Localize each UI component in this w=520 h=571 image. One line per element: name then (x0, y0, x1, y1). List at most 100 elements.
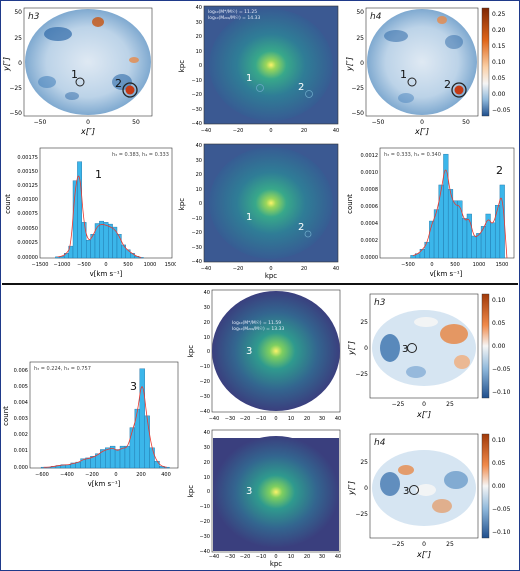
map-h4-ytick: −25 (351, 85, 364, 92)
density-4-xtick: 0 (274, 554, 277, 560)
hist-2-bar (490, 222, 496, 259)
map-h4-xtick: 50 (462, 119, 470, 126)
density-2-ytick: −10 (191, 216, 202, 222)
hist-3-bar (129, 427, 136, 469)
hist-1-bar (85, 239, 91, 259)
hist-3-ytick: 0.003 (14, 416, 28, 422)
density-3-xtick: 10 (288, 416, 294, 422)
map-h3-panel: 1 2 h3 50 25 0 −25 −50 −50 0 50 x[″] y[″… (2, 7, 153, 136)
hist-2-ytick: 0.0008 (361, 187, 379, 193)
hist-2-yticks: 0.0012 0.0010 0.0008 0.0006 0.0004 0.000… (361, 153, 379, 261)
hist-1-ytick: 0.00150 (17, 169, 38, 175)
map-h3b-cbar-tick: −0.05 (492, 366, 511, 373)
hist-1-ytick: 0.00175 (17, 155, 38, 161)
map-h3-ytick: 50 (14, 9, 22, 16)
map-h3-xtick: −50 (34, 119, 47, 126)
density-1-xtick: 20 (301, 128, 307, 134)
density-2-ytick: −40 (191, 259, 202, 265)
density-2-xtick: −40 (201, 266, 212, 272)
map-h4-yticks: 50 25 0 −25 −50 (351, 9, 364, 117)
hist-1-bar (138, 257, 144, 259)
map-h4-panel: 1 2 h4 0.25 0.20 0.15 0.10 0.05 0.00 −0.… (346, 7, 511, 136)
density-3-marker: 3 (246, 346, 252, 357)
hist-2-bar (424, 241, 430, 259)
map-h3-markers: 1 2 (71, 68, 138, 98)
hist-1-ytick: 0.00025 (17, 240, 38, 246)
hist-3-ytick: 0.002 (14, 432, 28, 438)
density-4-xtick: 40 (335, 554, 341, 560)
map-h4-ytick: 25 (356, 35, 364, 42)
hist-2-number: 2 (496, 164, 503, 177)
map-h3b-xtick: 25 (446, 401, 454, 408)
density-4-xtick: 10 (288, 554, 294, 560)
density-4-ytick: 10 (204, 475, 210, 481)
hist-1-xtick: −500 (77, 262, 91, 268)
density-2-ytick: 0 (199, 201, 202, 207)
map-h4b-cbar-tick: 0.10 (492, 437, 506, 444)
hist-2-ytick: 0.0002 (361, 238, 379, 244)
density-1-mass-halo: log₁₀(M₂₀₀/M☉) = 14.33 (208, 15, 260, 21)
map-h4b-ylabel: y[″] (347, 481, 356, 496)
map-h3-blobs (38, 17, 139, 100)
hist-1-xtick: −1000 (54, 262, 71, 268)
hist-3-fit-curve (43, 386, 167, 468)
hist-1-bar (116, 234, 122, 259)
hist-3-xlabel: v[km s⁻¹] (88, 480, 121, 488)
hist-3-bar (139, 368, 145, 469)
density-4-xticks: −40 −30 −20 −10 0 10 20 30 40 (209, 554, 341, 560)
hist-3-bar (154, 461, 160, 469)
map-h4-field (367, 9, 477, 115)
density-1-circle-2 (305, 90, 313, 98)
hist-3-xtick: −400 (60, 472, 74, 478)
hist-3-ytick: 0.006 (14, 368, 28, 374)
map-h4b-xlabel: x[″] (416, 550, 431, 559)
density-3-ytick: 0 (207, 349, 210, 355)
density-3-ytick: −20 (199, 379, 210, 385)
map-h4b-xtick: −25 (392, 541, 405, 548)
density-3-xtick: 30 (319, 416, 325, 422)
hist-1-number: 1 (95, 168, 102, 181)
map-h3-marker-1: 1 (71, 68, 78, 81)
map-h4-cbar-tick: 0.25 (492, 11, 506, 18)
density-4-xlabel: kpc (270, 560, 282, 568)
map-h4-cbar-tick: 0.20 (492, 27, 506, 34)
density-4-xtick: −10 (256, 554, 267, 560)
hist-2-panel: h₃ = 0.333, h₄ = 0.340 2 0.0012 0.0010 0… (346, 147, 515, 278)
hist-1-ytick: 0.00000 (17, 255, 38, 261)
density-2-xtick: 40 (333, 266, 339, 272)
map-h3b-colorbar-ticks: 0.10 0.05 0.00 −0.05 −0.10 (492, 297, 511, 396)
map-h3b-xlabel: x[″] (416, 410, 431, 419)
density-2-xtick: 20 (301, 266, 307, 272)
map-h4b-ytick: −25 (355, 511, 368, 518)
hist-2-annotation: h₃ = 0.333, h₄ = 0.340 (384, 152, 441, 158)
map-h4-cbar-tick: −0.05 (492, 107, 511, 114)
hist-3-bar (105, 447, 111, 469)
hist-1-xlabel: v[km s⁻¹] (90, 270, 123, 278)
hist-1-xtick: 500 (123, 262, 133, 268)
hist-2-bar (499, 184, 505, 259)
hist-3-bar (85, 457, 91, 469)
density-1-marker-1: 1 (246, 73, 252, 84)
density-1-ytick: −10 (191, 78, 202, 84)
hist-1-xtick: 1500 (165, 262, 176, 268)
hist-2-xtick: 1500 (496, 262, 509, 268)
density-2-marker-1: 1 (246, 212, 252, 223)
density-4-ytick: −20 (199, 519, 210, 525)
hist-1-bar (81, 222, 87, 259)
hist-2-bar (410, 255, 416, 259)
density-1-field (209, 9, 333, 121)
map-h4-cbar-tick: 0.10 (492, 59, 506, 66)
map-h4b-label: h4 (374, 438, 386, 448)
density-4-marker: 3 (246, 486, 252, 497)
hist-1-axes (39, 147, 173, 259)
hist-1-ylabel: count (4, 194, 12, 214)
hist-3-yticks: 0.006 0.005 0.004 0.003 0.002 0.001 0.00… (14, 368, 28, 471)
map-h3b-colorbar (481, 293, 490, 399)
map-h3-marker-2: 2 (115, 77, 122, 90)
map-h4-cbar-tick: 0.05 (492, 75, 506, 82)
map-h3-ylabel: y[″] (2, 57, 11, 72)
density-3-xtick: −20 (240, 416, 251, 422)
density-1-marker-2: 2 (298, 82, 304, 93)
map-h3b-blobs (380, 317, 470, 378)
map-h4b-panel: 3 h4 0.10 0.05 0.00 −0.05 −0.10 25 0 −25… (347, 433, 511, 559)
